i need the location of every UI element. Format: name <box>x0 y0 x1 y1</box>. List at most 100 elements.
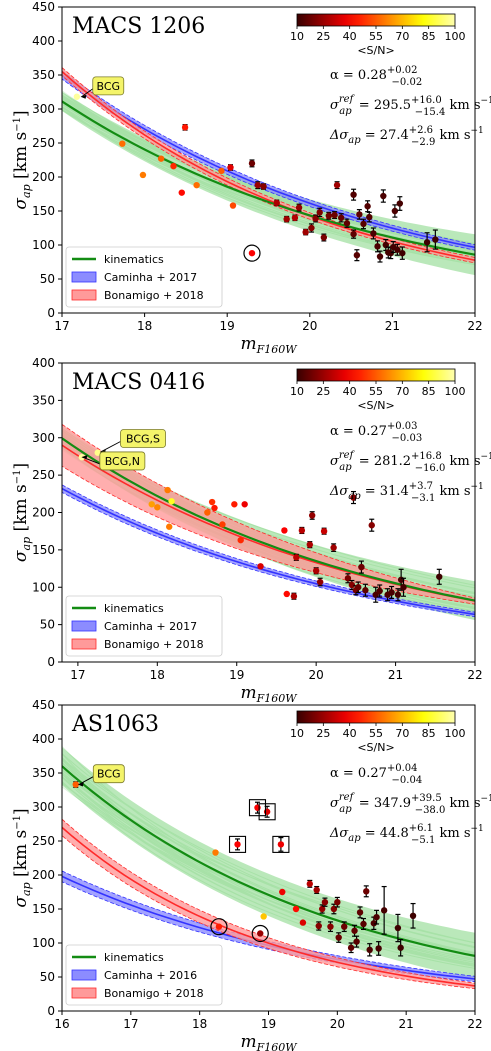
bcg-label-text: BCG <box>96 80 120 93</box>
kinematics-sample-line <box>62 773 475 967</box>
y-axis-label-exp: −1 <box>12 470 23 485</box>
data-point <box>208 498 216 506</box>
data-point <box>356 211 363 218</box>
outlier-circle <box>243 244 261 262</box>
legend-swatch-caminha <box>71 271 97 283</box>
data-point <box>423 239 431 246</box>
data-point <box>399 249 406 257</box>
caminha-band <box>62 70 475 251</box>
data-point <box>164 486 171 494</box>
legend-swatch-bonamigo <box>71 987 97 999</box>
colorbar-tick-label: 40 <box>343 385 357 398</box>
colorbar-tick-label: 55 <box>369 385 383 398</box>
colorbar-tick-label: 85 <box>422 385 436 398</box>
colorbar-bar <box>296 13 456 27</box>
data-point <box>283 590 290 598</box>
data-point <box>277 841 285 848</box>
kinematics-sample-line <box>62 758 475 954</box>
data-point <box>376 253 384 260</box>
y-axis-label-close: ] <box>11 808 31 815</box>
kinematics-sample-line <box>62 762 475 965</box>
colorbar-tick-label: 100 <box>445 727 466 740</box>
bcg-label-text: BCG,N <box>105 455 140 468</box>
data-point <box>306 880 313 888</box>
kinematics-sample-line <box>62 781 475 962</box>
data-point <box>343 220 351 227</box>
kinematics-sample-line <box>62 781 475 969</box>
kinematics-sample-line <box>62 96 475 265</box>
alpha-annotation: α = 0.28+0.02 −0.02 <box>330 65 422 88</box>
kinematics-sample-line <box>62 98 475 250</box>
y-axis-label-exp: −1 <box>12 117 23 132</box>
data-point <box>370 920 378 927</box>
colorbar-tick-label: 85 <box>422 727 436 740</box>
bcg-label-box <box>92 764 125 784</box>
chart-panel-3: BCG 0 50 100 150 200 250 300 350 400 450 16 17 18 19 20… <box>11 698 491 1051</box>
bcg-label-text: BCG <box>97 768 121 781</box>
y-tick-label: 200 <box>32 170 55 184</box>
data-point <box>148 501 155 508</box>
data-point <box>320 527 328 535</box>
outlier-box <box>228 835 247 853</box>
delta-sigma-upper-error: +2.6 <box>409 125 433 136</box>
y-axis: 0 50 100 150 200 250 300 350 400 450 <box>32 698 62 1018</box>
data-point <box>394 924 402 932</box>
colorbar-tick-label: 85 <box>422 30 436 43</box>
bcg-arrow-head <box>80 94 87 99</box>
data-point <box>374 243 381 250</box>
data-point <box>351 927 358 934</box>
colorbar-tick-label: 70 <box>395 30 409 43</box>
data-point <box>218 167 225 175</box>
kinematics-sample-line <box>62 106 475 266</box>
y-axis-label-unit: [km s <box>11 830 31 883</box>
data-point <box>312 215 319 222</box>
legend-label: kinematics <box>104 951 164 964</box>
y-tick-label: 350 <box>32 68 55 82</box>
bcg-label-box <box>92 76 125 96</box>
data-point <box>306 541 313 548</box>
data-point <box>409 912 417 919</box>
y-tick-label: 300 <box>32 800 55 814</box>
data-point <box>308 224 315 232</box>
data-point <box>293 554 300 561</box>
data-point <box>337 214 345 221</box>
kinematics-sample-line <box>62 90 475 252</box>
colorbar-tick-label: 25 <box>316 30 330 43</box>
delta-sigma-annotation: Δσap = 44.8+6.1 −5.1 km s−1 <box>329 823 484 846</box>
data-point <box>375 945 382 952</box>
y-tick-label: 450 <box>32 0 55 14</box>
y-axis-label-sigma: σ <box>11 896 31 908</box>
data-point <box>257 930 264 937</box>
caminha-band <box>62 484 475 618</box>
data-point <box>358 563 365 571</box>
delta-sigma-value: = 31.4 <box>361 484 409 499</box>
kinematics-sample-line <box>62 757 475 963</box>
data-point <box>368 522 375 529</box>
legend-swatch-bonamigo <box>71 638 97 650</box>
sigma-ref-unit-exp: −1 <box>480 96 491 106</box>
data-point <box>290 593 298 600</box>
legend: kinematics Caminha + 2017 Bonamigo + 2018 <box>65 595 223 657</box>
data-point <box>370 230 377 237</box>
kinematics-posterior-lines <box>62 746 475 969</box>
kinematics-band <box>62 91 475 276</box>
data-point <box>350 494 357 501</box>
colorbar-tick-label: 10 <box>290 727 304 740</box>
data-point <box>330 544 337 551</box>
alpha-lower-error: −0.04 <box>392 775 423 786</box>
data-point <box>347 944 355 951</box>
data-point <box>318 905 326 913</box>
y-tick-label: 50 <box>40 970 55 984</box>
legend-swatch-caminha <box>71 969 97 981</box>
legend-swatch-bonamigo <box>71 289 97 301</box>
colorbar-tick-label: 70 <box>395 385 409 398</box>
delta-sigma-annotation: Δσap = 27.4+2.6 −2.9 km s−1 <box>329 125 484 148</box>
y-tick-label: 300 <box>32 102 55 116</box>
data-point <box>327 923 334 930</box>
data-point <box>181 124 189 131</box>
sigma-ref-annotation: σref ap = 295.5+16.0 −15.4 km s−1 <box>330 94 491 118</box>
data-point <box>211 504 218 512</box>
y-axis-label-close: ] <box>11 463 31 470</box>
colorbar-label: <S/N> <box>357 741 394 754</box>
data-point <box>193 181 200 189</box>
